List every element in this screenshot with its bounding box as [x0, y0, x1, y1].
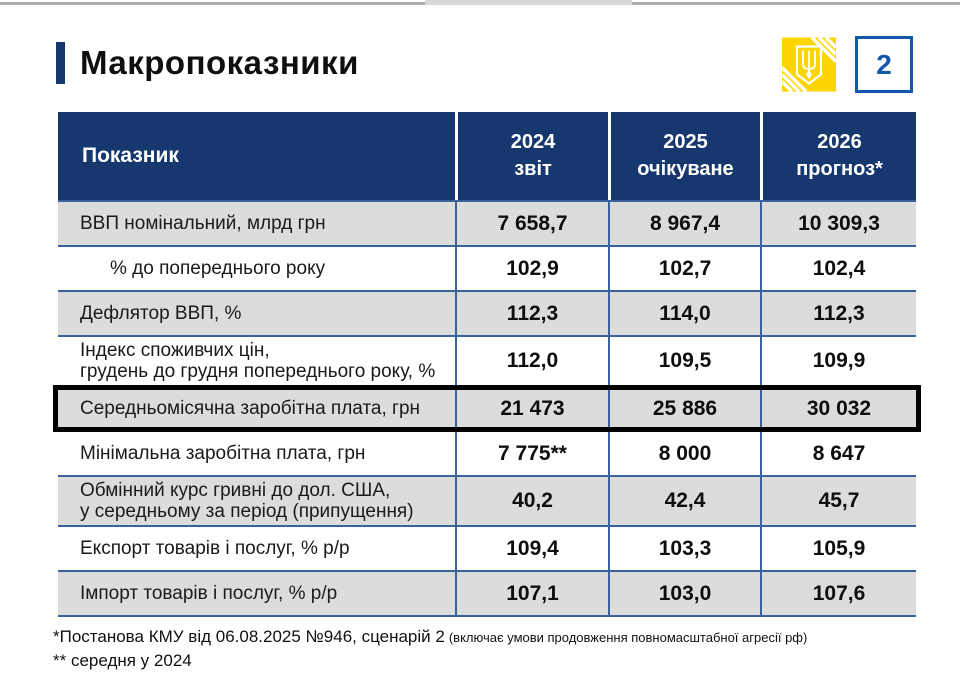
column-sublabel: прогноз* — [796, 158, 883, 180]
cell-value: 10 309,3 — [760, 202, 916, 245]
footnote-line-1: *Постанова КМУ від 06.08.2025 №946, сцен… — [53, 625, 807, 649]
table-row-average-wage-highlighted: Середньомісячна заробітна плата, грн 21 … — [53, 385, 921, 432]
cell-value: 42,4 — [608, 477, 760, 525]
column-year: 2024 — [510, 131, 556, 153]
row-label: Мінімальна заробітна плата, грн — [80, 443, 366, 464]
title-accent-bar — [56, 42, 65, 84]
column-sublabel: очікуване — [637, 158, 734, 180]
cell-value: 114,0 — [608, 292, 760, 335]
column-sublabel: звіт — [514, 158, 552, 180]
table-header-row: Показник 2024 звіт 2025 очікуване 2026 п… — [58, 112, 916, 200]
top-scrollbar-artifact — [425, 0, 632, 5]
table-row-exchange-rate: Обмінний курс гривні до дол. США, у сере… — [58, 475, 916, 525]
title-block: Макропоказники — [56, 42, 359, 84]
cell-value: 112,0 — [455, 337, 608, 385]
table-row-imports: Імпорт товарів і послуг, % р/р 107,1 103… — [58, 570, 916, 615]
cell-value: 112,3 — [455, 292, 608, 335]
footnotes: *Постанова КМУ від 06.08.2025 №946, сцен… — [53, 625, 807, 672]
cell-value: 102,9 — [455, 247, 608, 290]
row-label: Індекс споживчих цін, грудень до грудня … — [80, 340, 436, 382]
row-label: Експорт товарів і послуг, % р/р — [80, 538, 350, 559]
cell-value: 103,0 — [608, 572, 760, 615]
row-label: % до попереднього року — [110, 258, 326, 279]
cell-value: 109,9 — [760, 337, 916, 385]
cell-value: 21 473 — [455, 390, 608, 427]
column-year: 2025 — [663, 131, 708, 153]
footnote-1-small: (включає умови продовження повномасштабн… — [448, 630, 808, 645]
row-label: Середньомісячна заробітна плата, грн — [80, 398, 421, 419]
cell-value: 109,5 — [608, 337, 760, 385]
table-row-minimum-wage: Мінімальна заробітна плата, грн 7 775** … — [58, 432, 916, 475]
cell-value: 105,9 — [760, 527, 916, 570]
cell-value: 30 032 — [760, 390, 916, 427]
footnote-1-main: *Постанова КМУ від 06.08.2025 №946, сцен… — [53, 627, 445, 646]
cell-value: 102,7 — [608, 247, 760, 290]
cell-value: 102,4 — [760, 247, 916, 290]
table-row-cpi: Індекс споживчих цін, грудень до грудня … — [58, 335, 916, 385]
cell-value: 8 647 — [760, 432, 916, 475]
cell-value: 45,7 — [760, 477, 916, 525]
macro-indicators-table: Показник 2024 звіт 2025 очікуване 2026 п… — [53, 112, 921, 617]
cell-value: 112,3 — [760, 292, 916, 335]
cell-value: 8 000 — [608, 432, 760, 475]
table-row-gdp-growth: % до попереднього року 102,9 102,7 102,4 — [58, 245, 916, 290]
table-row-exports: Експорт товарів і послуг, % р/р 109,4 10… — [58, 525, 916, 570]
cell-value: 109,4 — [455, 527, 608, 570]
column-header-2026: 2026 прогноз* — [760, 112, 916, 200]
ukraine-coat-of-arms-icon — [780, 36, 838, 93]
row-label: Імпорт товарів і послуг, % р/р — [80, 583, 338, 604]
row-label: Дефлятор ВВП, % — [80, 303, 242, 324]
slide-number-badge: 2 — [855, 36, 913, 93]
cell-value: 25 886 — [608, 390, 760, 427]
cell-value: 40,2 — [455, 477, 608, 525]
cell-value: 107,6 — [760, 572, 916, 615]
column-year: 2026 — [817, 131, 862, 153]
table-row-gdp-deflator: Дефлятор ВВП, % 112,3 114,0 112,3 — [58, 290, 916, 335]
row-label: ВВП номінальний, млрд грн — [80, 213, 326, 234]
row-label: Обмінний курс гривні до дол. США, у сере… — [80, 480, 414, 522]
column-header-2024: 2024 звіт — [455, 112, 608, 200]
cell-value: 103,3 — [608, 527, 760, 570]
cell-value: 107,1 — [455, 572, 608, 615]
page-title: Макропоказники — [80, 44, 359, 81]
cell-value: 7 775** — [455, 432, 608, 475]
column-header-indicator: Показник — [82, 144, 179, 167]
footnote-line-2: ** середня у 2024 — [53, 651, 192, 670]
cell-value: 7 658,7 — [455, 202, 608, 245]
column-header-2025: 2025 очікуване — [608, 112, 760, 200]
cell-value: 8 967,4 — [608, 202, 760, 245]
table-row-gdp-nominal: ВВП номінальний, млрд грн 7 658,7 8 967,… — [58, 200, 916, 245]
